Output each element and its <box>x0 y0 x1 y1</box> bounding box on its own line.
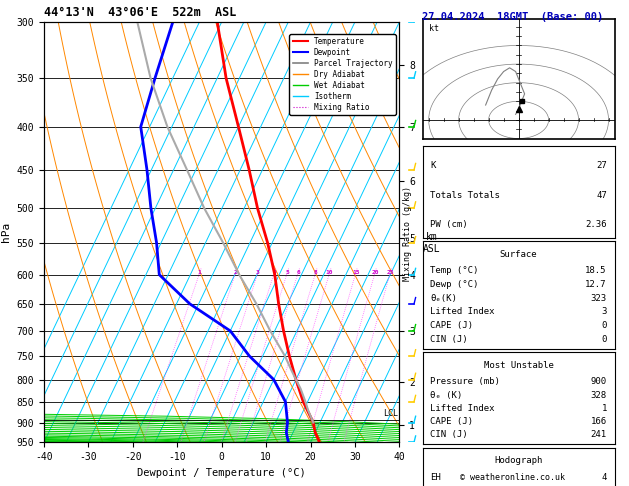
Text: 47: 47 <box>596 191 607 200</box>
Text: CAPE (J): CAPE (J) <box>430 321 474 330</box>
Text: 20: 20 <box>371 270 379 276</box>
Legend: Temperature, Dewpoint, Parcel Trajectory, Dry Adiabat, Wet Adiabat, Isotherm, Mi: Temperature, Dewpoint, Parcel Trajectory… <box>289 34 396 115</box>
Text: Surface: Surface <box>500 249 537 259</box>
Text: Pressure (mb): Pressure (mb) <box>430 378 500 386</box>
Text: kt: kt <box>429 24 438 33</box>
Text: θₑ (K): θₑ (K) <box>430 391 462 399</box>
Text: Hodograph: Hodograph <box>494 456 543 465</box>
Text: 5: 5 <box>286 270 289 276</box>
Text: CAPE (J): CAPE (J) <box>430 417 474 426</box>
Text: EH: EH <box>430 472 441 482</box>
Text: CIN (J): CIN (J) <box>430 430 468 439</box>
Text: 27.04.2024  18GMT  (Base: 00): 27.04.2024 18GMT (Base: 00) <box>422 12 603 22</box>
Text: 18.5: 18.5 <box>586 266 607 275</box>
Text: 8: 8 <box>314 270 318 276</box>
Text: 323: 323 <box>591 294 607 302</box>
Text: 6: 6 <box>296 270 300 276</box>
Text: K: K <box>430 161 436 170</box>
Text: Dewp (°C): Dewp (°C) <box>430 280 479 289</box>
Text: Mixing Ratio (g/kg): Mixing Ratio (g/kg) <box>403 186 412 281</box>
Text: 0: 0 <box>601 321 607 330</box>
Text: CIN (J): CIN (J) <box>430 335 468 344</box>
Text: 241: 241 <box>591 430 607 439</box>
Text: 1: 1 <box>198 270 201 276</box>
Y-axis label: hPa: hPa <box>1 222 11 242</box>
Text: 27: 27 <box>596 161 607 170</box>
Text: 3: 3 <box>601 307 607 316</box>
Text: Lifted Index: Lifted Index <box>430 404 495 413</box>
Text: 3: 3 <box>256 270 260 276</box>
Text: 328: 328 <box>591 391 607 399</box>
Text: 166: 166 <box>591 417 607 426</box>
Text: 15: 15 <box>352 270 360 276</box>
Text: 1: 1 <box>601 404 607 413</box>
X-axis label: Dewpoint / Temperature (°C): Dewpoint / Temperature (°C) <box>137 468 306 478</box>
Text: Totals Totals: Totals Totals <box>430 191 500 200</box>
Y-axis label: km
ASL: km ASL <box>423 232 440 254</box>
Text: 10: 10 <box>326 270 333 276</box>
Text: Most Unstable: Most Unstable <box>484 361 554 370</box>
Text: 2.36: 2.36 <box>586 220 607 229</box>
Text: 900: 900 <box>591 378 607 386</box>
Text: 0: 0 <box>601 335 607 344</box>
Text: Lifted Index: Lifted Index <box>430 307 495 316</box>
Text: PW (cm): PW (cm) <box>430 220 468 229</box>
Text: 12.7: 12.7 <box>586 280 607 289</box>
Text: θₑ(K): θₑ(K) <box>430 294 457 302</box>
Text: 25: 25 <box>386 270 394 276</box>
Text: LCL: LCL <box>383 409 398 417</box>
Text: 2: 2 <box>234 270 238 276</box>
Text: 4: 4 <box>601 472 607 482</box>
Text: © weatheronline.co.uk: © weatheronline.co.uk <box>460 473 565 482</box>
Text: 4: 4 <box>272 270 276 276</box>
Text: 44°13'N  43°06'E  522m  ASL: 44°13'N 43°06'E 522m ASL <box>44 6 237 19</box>
Text: Temp (°C): Temp (°C) <box>430 266 479 275</box>
